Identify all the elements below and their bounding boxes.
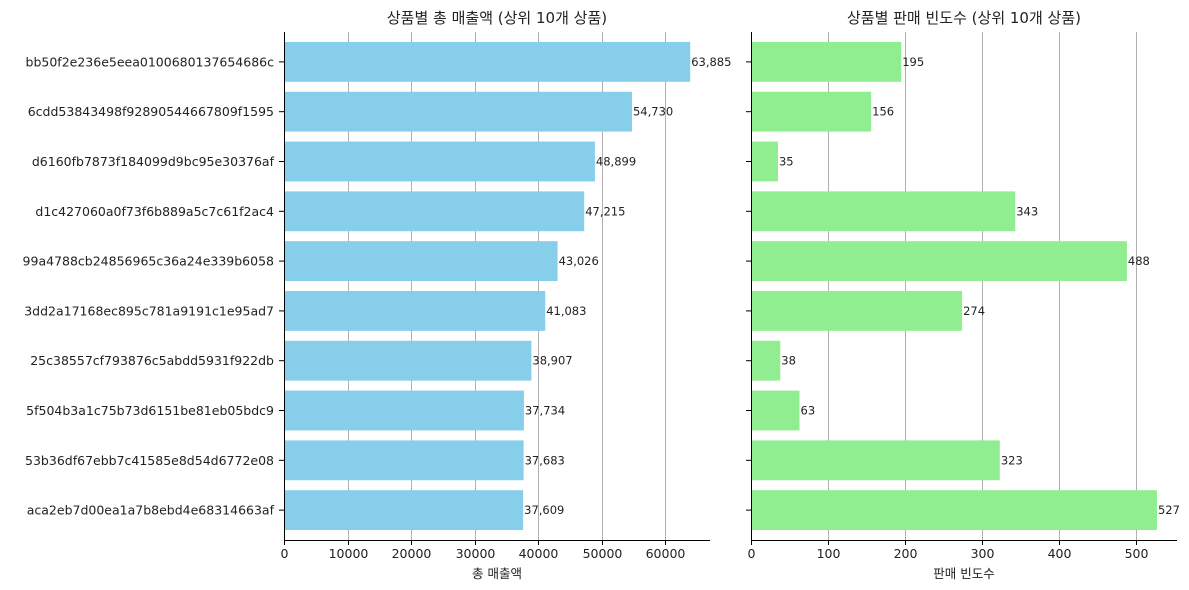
- frequency-bar: [752, 440, 1000, 481]
- revenue-bar: [285, 91, 632, 132]
- frequency-bar: [752, 490, 1157, 531]
- frequency-x-tick-label: 200: [894, 546, 918, 561]
- frequency-data-label: 63: [801, 404, 816, 418]
- revenue-category-label: 5f504b3a1c75b73d6151be81eb05bdc9: [26, 403, 274, 418]
- frequency-bar: [752, 241, 1127, 282]
- frequency-y-ticks: [746, 61, 751, 511]
- revenue-x-tick-label: 30000: [456, 546, 496, 561]
- revenue-x-tick-label: 0: [281, 546, 289, 561]
- frequency-data-label: 343: [1016, 204, 1038, 218]
- frequency-data-labels: 195 156 35 343 488 274 38 63 323 527: [779, 55, 1180, 517]
- revenue-bar: [285, 490, 524, 531]
- revenue-data-label: 37,609: [524, 503, 564, 517]
- revenue-bar: [285, 41, 691, 82]
- revenue-data-label: 47,215: [585, 204, 625, 218]
- revenue-bar: [285, 191, 585, 232]
- frequency-data-label: 195: [902, 55, 924, 69]
- frequency-data-label: 156: [872, 105, 894, 119]
- revenue-x-tick-label: 10000: [329, 546, 369, 561]
- revenue-x-tick-label: 40000: [519, 546, 559, 561]
- frequency-chart-title: 상품별 판매 빈도수 (상위 10개 상품): [847, 9, 1081, 27]
- revenue-bar: [285, 290, 546, 331]
- revenue-data-label: 63,885: [691, 55, 731, 69]
- revenue-data-label: 38,907: [532, 354, 572, 368]
- frequency-bar: [752, 290, 963, 331]
- revenue-category-label: d1c427060a0f73f6b889a5c7c61f2ac4: [35, 204, 274, 219]
- revenue-category-label: d6160fb7873f184099d9bc95e30376af: [32, 154, 275, 169]
- frequency-x-tick-label: 100: [817, 546, 841, 561]
- revenue-category-label: 53b36df67ebb7c41585e8d54d6772e08: [25, 453, 274, 468]
- revenue-category-label: aca2eb7d00ea1a7b8ebd4e68314663af: [27, 503, 275, 518]
- revenue-x-tick-label: 50000: [583, 546, 623, 561]
- revenue-bars: [285, 41, 691, 531]
- frequency-bar: [752, 41, 902, 82]
- frequency-x-tick-label: 400: [1048, 546, 1072, 561]
- revenue-bar: [285, 390, 524, 431]
- frequency-chart: 상품별 판매 빈도수 (상위 10개 상품) 195 156 35 343 488 274…: [746, 9, 1180, 581]
- revenue-bar: [285, 340, 532, 381]
- revenue-category-labels: bb50f2e236e5eea0100680137654686c 6cdd5384…: [23, 54, 284, 518]
- frequency-bar: [752, 141, 778, 182]
- frequency-data-label: 35: [779, 154, 794, 168]
- frequency-data-label: 527: [1158, 503, 1180, 517]
- frequency-x-tick-label: 300: [971, 546, 995, 561]
- frequency-bar: [752, 91, 872, 132]
- revenue-x-axis-label: 총 매출액: [472, 566, 522, 581]
- revenue-data-label: 48,899: [596, 154, 636, 168]
- frequency-bars: [752, 41, 1157, 531]
- revenue-bar: [285, 440, 524, 481]
- frequency-x-axis-label: 판매 빈도수: [933, 566, 994, 581]
- revenue-data-label: 37,734: [525, 404, 565, 418]
- revenue-x-tick-label: 20000: [392, 546, 432, 561]
- revenue-category-label: 3dd2a17168ec895c781a9191c1e95ad7: [24, 303, 274, 318]
- revenue-chart-title: 상품별 총 매출액 (상위 10개 상품): [387, 9, 607, 27]
- revenue-data-label: 37,683: [525, 453, 565, 467]
- revenue-x-ticks: 0 10000 20000 30000 40000 50000 60000: [281, 540, 686, 561]
- frequency-x-ticks: 0 100 200 300 400 500: [748, 540, 1149, 561]
- frequency-bar: [752, 390, 800, 431]
- revenue-chart: 상품별 총 매출액 (상위 10개 상품) 63,885 54,730 48,899…: [23, 9, 732, 581]
- frequency-data-label: 274: [963, 304, 985, 318]
- revenue-category-label: 25c38557cf793876c5abdd5931f922db: [30, 353, 274, 368]
- frequency-data-label: 488: [1128, 254, 1150, 268]
- revenue-data-label: 54,730: [633, 105, 673, 119]
- frequency-bar: [752, 191, 1016, 232]
- frequency-x-tick-label: 500: [1125, 546, 1149, 561]
- revenue-data-label: 41,083: [546, 304, 586, 318]
- revenue-category-label: 99a4788cb24856965c36a24e339b6058: [23, 254, 274, 269]
- frequency-data-label: 323: [1001, 453, 1023, 467]
- revenue-category-label: 6cdd53843498f92890544667809f1595: [28, 104, 274, 119]
- frequency-bar: [752, 340, 781, 381]
- frequency-data-label: 38: [781, 354, 796, 368]
- revenue-bar: [285, 241, 558, 282]
- revenue-x-tick-label: 60000: [646, 546, 686, 561]
- revenue-data-label: 43,026: [559, 254, 599, 268]
- revenue-data-labels: 63,885 54,730 48,899 47,215 43,026 41,083 38,9…: [524, 55, 731, 517]
- revenue-bar: [285, 141, 595, 182]
- revenue-category-label: bb50f2e236e5eea0100680137654686c: [26, 54, 275, 69]
- frequency-x-tick-label: 0: [748, 546, 756, 561]
